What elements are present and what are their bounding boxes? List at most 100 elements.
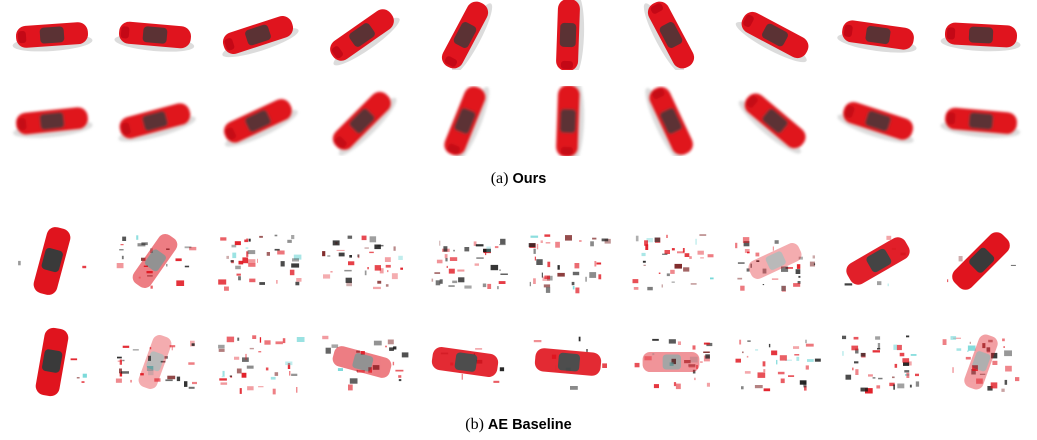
noise-artifact bbox=[121, 255, 124, 260]
noise-artifact bbox=[229, 375, 232, 377]
noise-artifact bbox=[771, 278, 779, 280]
noise-artifact bbox=[590, 241, 594, 247]
noise-artifact bbox=[289, 371, 291, 376]
noise-artifact bbox=[632, 279, 639, 284]
noise-artifact bbox=[746, 268, 750, 272]
noise-artifact bbox=[990, 382, 998, 389]
car-thumbnail bbox=[727, 327, 823, 397]
noise-artifact bbox=[545, 287, 551, 293]
noise-artifact bbox=[987, 386, 993, 391]
noise-artifact bbox=[876, 385, 881, 389]
noise-artifact bbox=[476, 257, 484, 259]
noise-artifact bbox=[436, 259, 443, 264]
car-thumbnail bbox=[210, 0, 306, 70]
noise-artifact bbox=[175, 258, 182, 262]
noise-artifact bbox=[844, 283, 853, 286]
panel-b-tag: (b) bbox=[465, 416, 484, 433]
noise-artifact bbox=[282, 338, 286, 344]
noise-artifact bbox=[291, 263, 300, 268]
noise-artifact bbox=[435, 280, 441, 286]
car-roof bbox=[762, 108, 788, 134]
car-front bbox=[121, 122, 131, 135]
car-front bbox=[444, 56, 458, 67]
noise-artifact bbox=[169, 345, 176, 348]
noise-artifact bbox=[245, 247, 249, 249]
noise-artifact bbox=[788, 375, 795, 377]
car-roof bbox=[39, 112, 65, 130]
noise-artifact bbox=[705, 354, 710, 359]
noise-artifact bbox=[893, 384, 895, 390]
noise-artifact bbox=[674, 263, 682, 269]
noise-artifact bbox=[906, 372, 910, 378]
noise-artifact bbox=[703, 351, 710, 353]
noise-artifact bbox=[70, 358, 78, 361]
car-roof bbox=[559, 22, 577, 48]
car-thumbnail bbox=[210, 226, 306, 296]
car-thumbnail bbox=[933, 0, 1029, 70]
noise-artifact bbox=[218, 344, 225, 349]
noise-artifact bbox=[289, 269, 295, 276]
noise-artifact bbox=[1015, 377, 1020, 382]
noise-artifact bbox=[942, 339, 947, 345]
noise-artifact bbox=[893, 344, 898, 350]
car-front bbox=[652, 88, 665, 99]
noise-artifact bbox=[756, 260, 760, 262]
car-thumbnail bbox=[520, 226, 616, 296]
noise-artifact bbox=[641, 252, 646, 257]
noise-artifact bbox=[585, 276, 587, 282]
car-thumbnail bbox=[210, 86, 306, 156]
car-roof bbox=[145, 249, 166, 272]
noise-artifact bbox=[247, 386, 254, 391]
noise-artifact bbox=[799, 380, 807, 385]
noise-artifact bbox=[1004, 350, 1012, 357]
noise-artifact bbox=[291, 235, 295, 240]
noise-artifact bbox=[894, 363, 898, 368]
noise-artifact bbox=[119, 249, 124, 251]
noise-artifact bbox=[877, 281, 882, 286]
noise-artifact bbox=[461, 373, 463, 380]
noise-artifact bbox=[497, 286, 499, 290]
noise-artifact bbox=[287, 363, 291, 369]
car-body bbox=[748, 243, 802, 279]
noise-artifact bbox=[793, 346, 800, 349]
noise-artifact bbox=[690, 283, 697, 285]
panel-b-caption: (b) AE Baseline bbox=[0, 416, 1037, 434]
noise-artifact bbox=[875, 336, 881, 340]
noise-artifact bbox=[852, 367, 854, 371]
noise-artifact bbox=[275, 341, 283, 345]
panel-b-name: AE Baseline bbox=[487, 417, 572, 433]
noise-artifact bbox=[762, 268, 767, 274]
noise-artifact bbox=[795, 269, 801, 274]
noise-artifact bbox=[232, 252, 237, 259]
noise-artifact bbox=[439, 279, 443, 284]
noise-artifact bbox=[536, 259, 543, 265]
noise-artifact bbox=[855, 348, 859, 354]
car-thumbnail bbox=[417, 86, 513, 156]
noise-artifact bbox=[1010, 264, 1016, 266]
car-roof bbox=[866, 248, 892, 273]
noise-artifact bbox=[688, 364, 696, 368]
noise-artifact bbox=[872, 377, 876, 379]
noise-artifact bbox=[763, 369, 766, 373]
car-thumbnail bbox=[933, 86, 1029, 156]
noise-artifact bbox=[781, 266, 789, 272]
noise-artifact bbox=[226, 336, 235, 343]
noise-artifact bbox=[842, 351, 844, 356]
noise-artifact bbox=[757, 372, 766, 378]
car-front bbox=[331, 46, 343, 59]
noise-artifact bbox=[389, 347, 394, 351]
noise-artifact bbox=[533, 248, 536, 254]
noise-artifact bbox=[236, 368, 242, 374]
noise-artifact bbox=[695, 238, 697, 245]
noise-artifact bbox=[972, 365, 978, 371]
noise-artifact bbox=[249, 347, 254, 350]
noise-artifact bbox=[293, 254, 302, 260]
noise-artifact bbox=[579, 240, 582, 242]
car-thumbnail bbox=[417, 0, 513, 70]
noise-artifact bbox=[485, 252, 487, 256]
car-front bbox=[334, 136, 347, 149]
noise-artifact bbox=[571, 281, 575, 286]
noise-artifact bbox=[374, 244, 381, 250]
noise-artifact bbox=[322, 335, 329, 340]
noise-artifact bbox=[967, 345, 976, 351]
